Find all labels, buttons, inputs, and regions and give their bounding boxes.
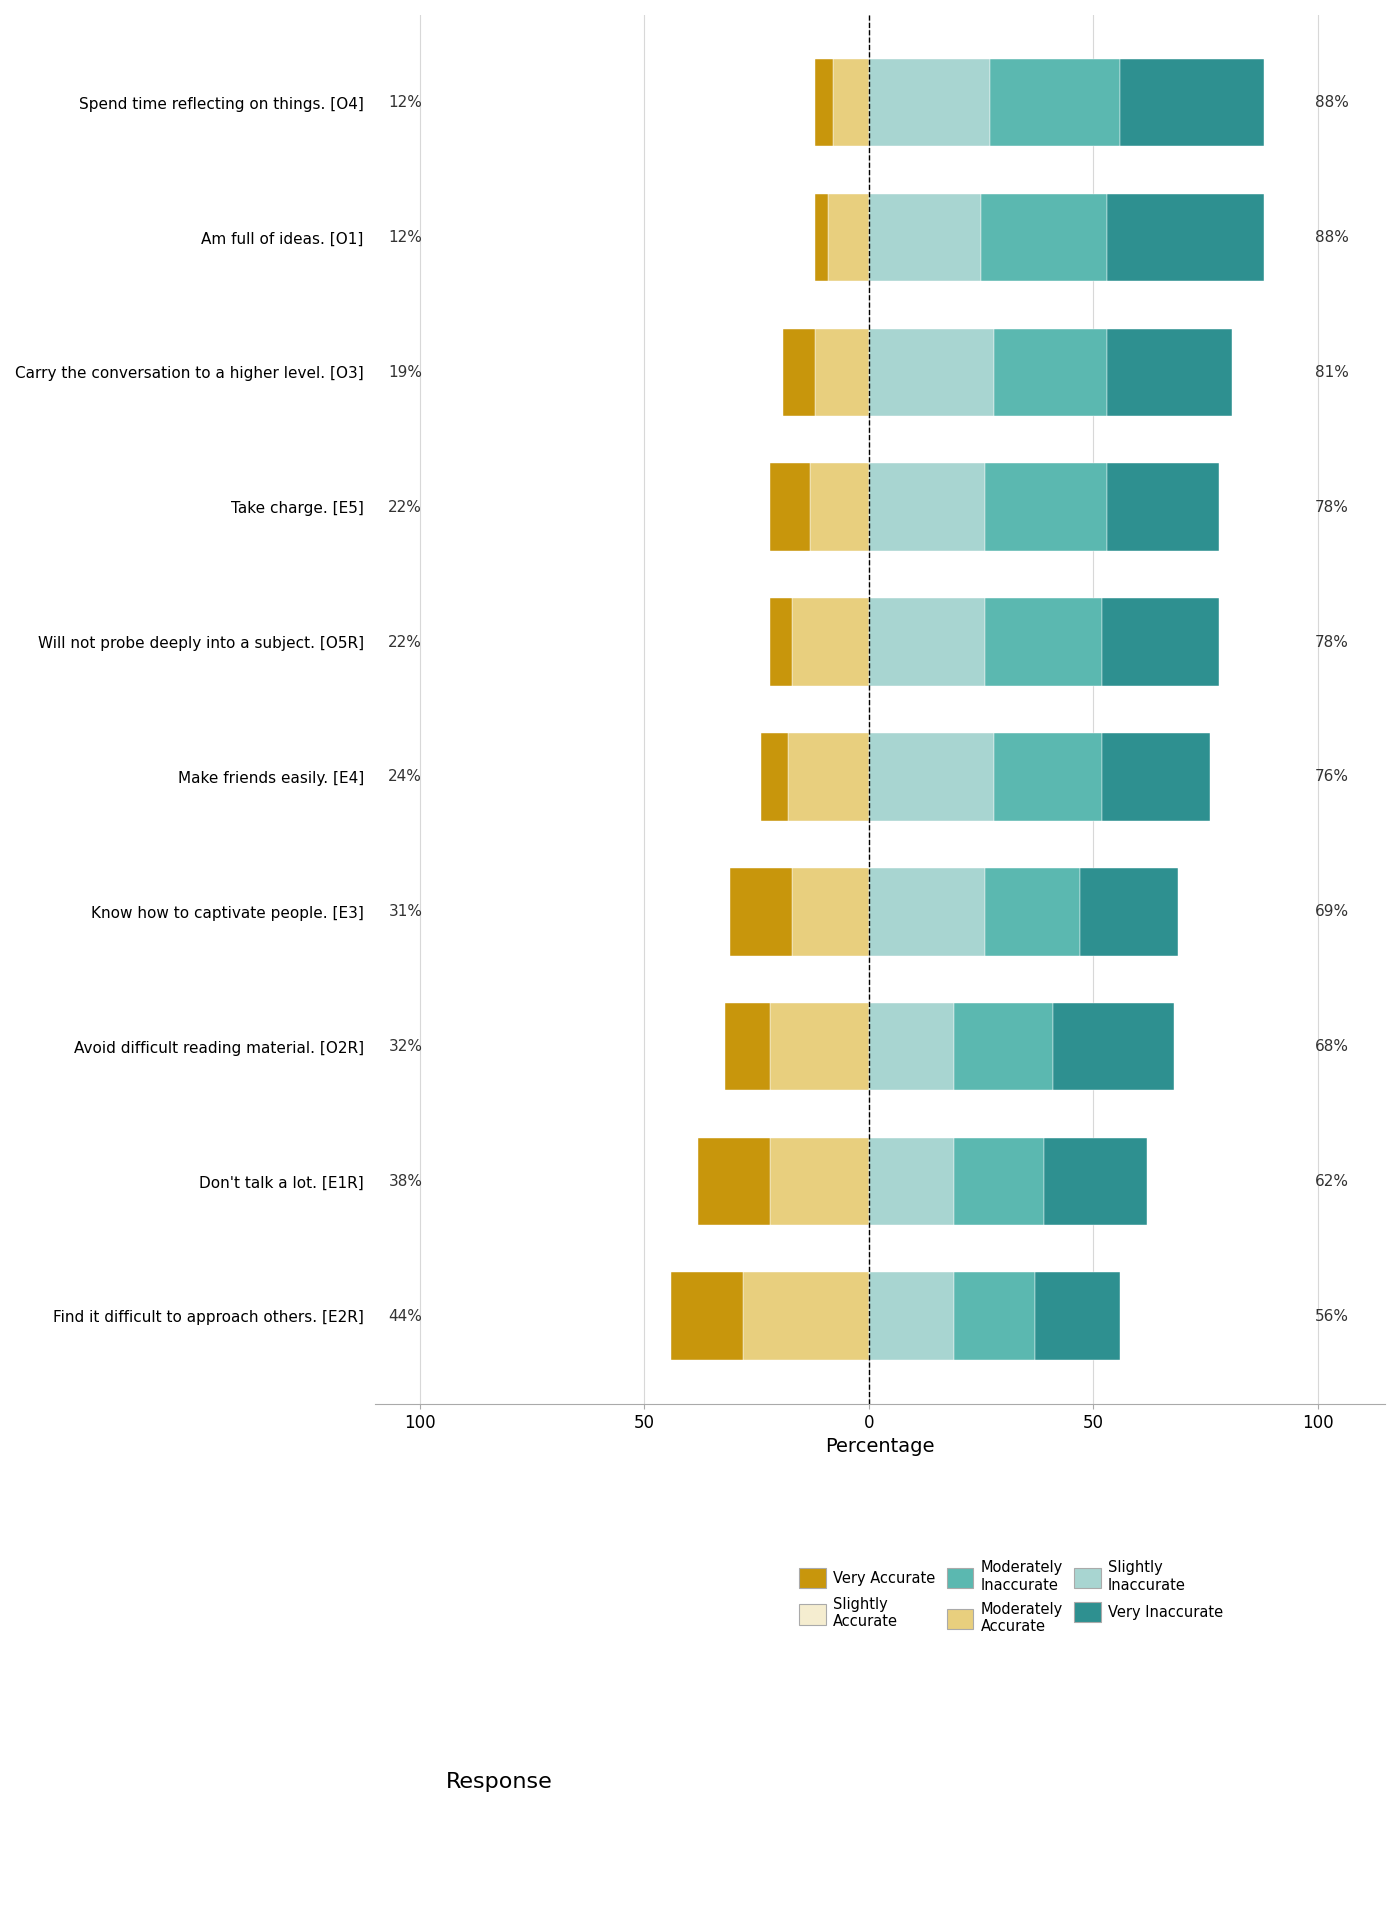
- Bar: [671, 1273, 743, 1359]
- Text: 22%: 22%: [388, 636, 423, 649]
- Bar: [815, 194, 829, 282]
- Text: 22%: 22%: [388, 499, 423, 515]
- Bar: [1106, 194, 1264, 282]
- Bar: [792, 599, 869, 685]
- Bar: [1102, 733, 1210, 820]
- Bar: [986, 463, 1106, 551]
- Bar: [869, 1139, 953, 1225]
- Bar: [869, 1273, 953, 1359]
- Bar: [869, 60, 990, 146]
- Text: 24%: 24%: [388, 770, 423, 785]
- Bar: [869, 463, 986, 551]
- Text: 78%: 78%: [1315, 499, 1350, 515]
- Text: 68%: 68%: [1315, 1039, 1350, 1054]
- Bar: [953, 1002, 1053, 1091]
- Text: 31%: 31%: [388, 904, 423, 920]
- Text: 88%: 88%: [1315, 96, 1350, 109]
- Bar: [1044, 1139, 1147, 1225]
- Bar: [833, 60, 869, 146]
- Bar: [729, 868, 792, 956]
- Bar: [1035, 1273, 1120, 1359]
- Bar: [811, 463, 869, 551]
- Bar: [699, 1139, 770, 1225]
- Bar: [784, 328, 815, 417]
- X-axis label: Percentage: Percentage: [825, 1438, 935, 1455]
- Text: 12%: 12%: [388, 230, 423, 246]
- Text: 62%: 62%: [1315, 1173, 1350, 1188]
- Bar: [1106, 328, 1232, 417]
- Bar: [1053, 1002, 1175, 1091]
- Legend: Very Accurate, Slightly
Accurate, Moderately
Inaccurate, Moderately
Accurate, Sl: Very Accurate, Slightly Accurate, Modera…: [794, 1555, 1229, 1640]
- Text: 19%: 19%: [388, 365, 423, 380]
- Bar: [994, 328, 1106, 417]
- Bar: [743, 1273, 869, 1359]
- Bar: [762, 733, 788, 820]
- Bar: [986, 599, 1102, 685]
- Bar: [869, 328, 994, 417]
- Bar: [1102, 599, 1219, 685]
- Bar: [829, 194, 869, 282]
- Bar: [770, 599, 792, 685]
- Text: 76%: 76%: [1315, 770, 1350, 785]
- Bar: [869, 599, 986, 685]
- Text: 81%: 81%: [1315, 365, 1350, 380]
- Text: 69%: 69%: [1315, 904, 1350, 920]
- Bar: [725, 1002, 770, 1091]
- Text: 32%: 32%: [388, 1039, 423, 1054]
- Bar: [869, 194, 981, 282]
- Text: 38%: 38%: [388, 1173, 423, 1188]
- Text: 88%: 88%: [1315, 230, 1350, 246]
- Bar: [1106, 463, 1219, 551]
- Bar: [770, 1002, 869, 1091]
- Bar: [1120, 60, 1264, 146]
- Bar: [770, 1139, 869, 1225]
- Bar: [953, 1273, 1035, 1359]
- Bar: [990, 60, 1120, 146]
- Text: Response: Response: [447, 1772, 553, 1791]
- Bar: [770, 463, 811, 551]
- Bar: [792, 868, 869, 956]
- Text: 12%: 12%: [388, 96, 423, 109]
- Bar: [869, 733, 994, 820]
- Bar: [994, 733, 1102, 820]
- Bar: [1079, 868, 1179, 956]
- Bar: [788, 733, 869, 820]
- Bar: [986, 868, 1079, 956]
- Text: 56%: 56%: [1315, 1309, 1350, 1323]
- Text: 78%: 78%: [1315, 636, 1350, 649]
- Bar: [815, 328, 869, 417]
- Bar: [953, 1139, 1044, 1225]
- Bar: [815, 60, 833, 146]
- Bar: [981, 194, 1106, 282]
- Bar: [869, 1002, 953, 1091]
- Text: 44%: 44%: [388, 1309, 423, 1323]
- Bar: [869, 868, 986, 956]
